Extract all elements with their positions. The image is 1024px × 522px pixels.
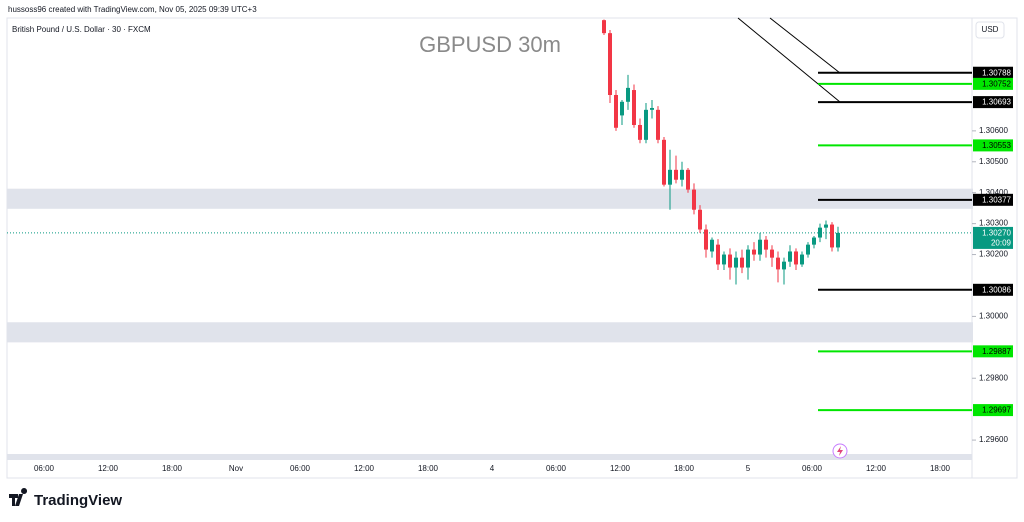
last-price-box bbox=[973, 226, 1013, 249]
countdown: 20:09 bbox=[991, 239, 1012, 248]
x-tick-label: 06:00 bbox=[802, 464, 823, 473]
x-tick-label: 06:00 bbox=[546, 464, 567, 473]
x-tick-label: Nov bbox=[229, 464, 243, 473]
level-label-box bbox=[973, 139, 1013, 152]
x-tick-label: 5 bbox=[746, 464, 751, 473]
candle-body bbox=[734, 257, 738, 268]
y-tick-label: 1.30500 bbox=[979, 157, 1008, 166]
watermark-title: GBPUSD 30m bbox=[419, 32, 561, 57]
level-label-box bbox=[973, 96, 1013, 109]
candle-body bbox=[758, 239, 762, 255]
y-tick-label: 1.30400 bbox=[979, 188, 1008, 197]
x-tick-label: 4 bbox=[490, 464, 495, 473]
level-label-box bbox=[973, 345, 1013, 358]
level-label: 1.30693 bbox=[982, 98, 1011, 107]
candle-body bbox=[800, 254, 804, 265]
candle-body bbox=[830, 224, 834, 248]
candle-body bbox=[764, 239, 768, 250]
candle-body bbox=[698, 209, 702, 230]
x-tick-label: 12:00 bbox=[98, 464, 119, 473]
candle-body bbox=[638, 124, 642, 140]
trend-line bbox=[769, 17, 841, 74]
x-tick-label: 12:00 bbox=[866, 464, 887, 473]
brand: TradingView bbox=[34, 492, 122, 509]
candle-body bbox=[650, 107, 654, 110]
candle-body bbox=[782, 261, 786, 270]
candle-body bbox=[704, 229, 708, 250]
level-label: 1.30752 bbox=[982, 79, 1011, 88]
chart-frame bbox=[6, 17, 1018, 479]
zone bbox=[7, 322, 973, 343]
candle-body bbox=[692, 189, 696, 210]
level-label-box bbox=[973, 193, 1013, 206]
y-tick-label: 1.30000 bbox=[979, 312, 1008, 321]
candle-body bbox=[770, 249, 774, 258]
last-price-label: 1.30270 bbox=[982, 229, 1011, 238]
level-label: 1.29887 bbox=[982, 347, 1011, 356]
brand-logo bbox=[9, 488, 28, 506]
x-tick-label: 18:00 bbox=[162, 464, 183, 473]
candle-body bbox=[680, 169, 684, 180]
candle-body bbox=[668, 169, 672, 185]
y-tick-label: 1.29800 bbox=[979, 373, 1008, 382]
trend-line bbox=[737, 17, 841, 103]
level-label-box bbox=[973, 77, 1013, 90]
candle-body bbox=[824, 224, 828, 228]
x-tick-label: 06:00 bbox=[34, 464, 55, 473]
alert-bolt bbox=[837, 446, 843, 456]
candle-body bbox=[788, 251, 792, 262]
candle-body bbox=[632, 90, 636, 125]
level-label: 1.30788 bbox=[982, 68, 1011, 77]
candle-body bbox=[608, 33, 612, 95]
candle-body bbox=[710, 239, 714, 252]
candle-body bbox=[620, 101, 624, 116]
candle-body bbox=[776, 257, 780, 270]
x-tick-label: 18:00 bbox=[418, 464, 439, 473]
zone bbox=[7, 188, 973, 209]
candle-body bbox=[728, 254, 732, 268]
y-tick-label: 1.30200 bbox=[979, 250, 1008, 259]
candle-body bbox=[806, 244, 810, 255]
y-tick-label: 1.30300 bbox=[979, 219, 1008, 228]
time-axis-strip bbox=[7, 454, 972, 460]
x-tick-label: 12:00 bbox=[354, 464, 375, 473]
level-label-box bbox=[973, 283, 1013, 296]
candle-body bbox=[662, 139, 666, 185]
candle-body bbox=[644, 109, 648, 140]
candle-body bbox=[716, 244, 720, 265]
credit: hussoss96 created with TradingView.com, … bbox=[8, 5, 257, 14]
candle-body bbox=[818, 227, 822, 238]
candle-body bbox=[656, 109, 660, 140]
candle-body bbox=[614, 94, 618, 128]
level-label: 1.30377 bbox=[982, 195, 1011, 204]
x-tick-label: 18:00 bbox=[930, 464, 951, 473]
candle-body bbox=[812, 237, 816, 245]
candle-body bbox=[674, 169, 678, 180]
level-label: 1.30553 bbox=[982, 141, 1011, 150]
candle-body bbox=[686, 169, 690, 190]
candle-body bbox=[746, 249, 750, 268]
x-tick-label: 18:00 bbox=[674, 464, 695, 473]
candle-body bbox=[740, 257, 744, 268]
level-label: 1.30086 bbox=[982, 285, 1011, 294]
level-label-box bbox=[973, 66, 1013, 79]
level-label: 1.29697 bbox=[982, 406, 1011, 415]
candle-body bbox=[752, 249, 756, 255]
currency[interactable]: USD bbox=[982, 25, 999, 34]
y-tick-label: 1.30600 bbox=[979, 126, 1008, 135]
currency-box[interactable] bbox=[975, 21, 1005, 39]
candle-body bbox=[722, 254, 726, 265]
candle-body bbox=[836, 232, 840, 248]
x-tick-label: 06:00 bbox=[290, 464, 311, 473]
level-label-box bbox=[973, 404, 1013, 417]
candle-body bbox=[602, 20, 606, 34]
symbol-description: British Pound / U.S. Dollar · 30 · FXCM bbox=[12, 25, 151, 34]
candle-body bbox=[626, 87, 630, 102]
candle-body bbox=[794, 251, 798, 265]
y-tick-label: 1.29600 bbox=[979, 435, 1008, 444]
x-tick-label: 12:00 bbox=[610, 464, 631, 473]
